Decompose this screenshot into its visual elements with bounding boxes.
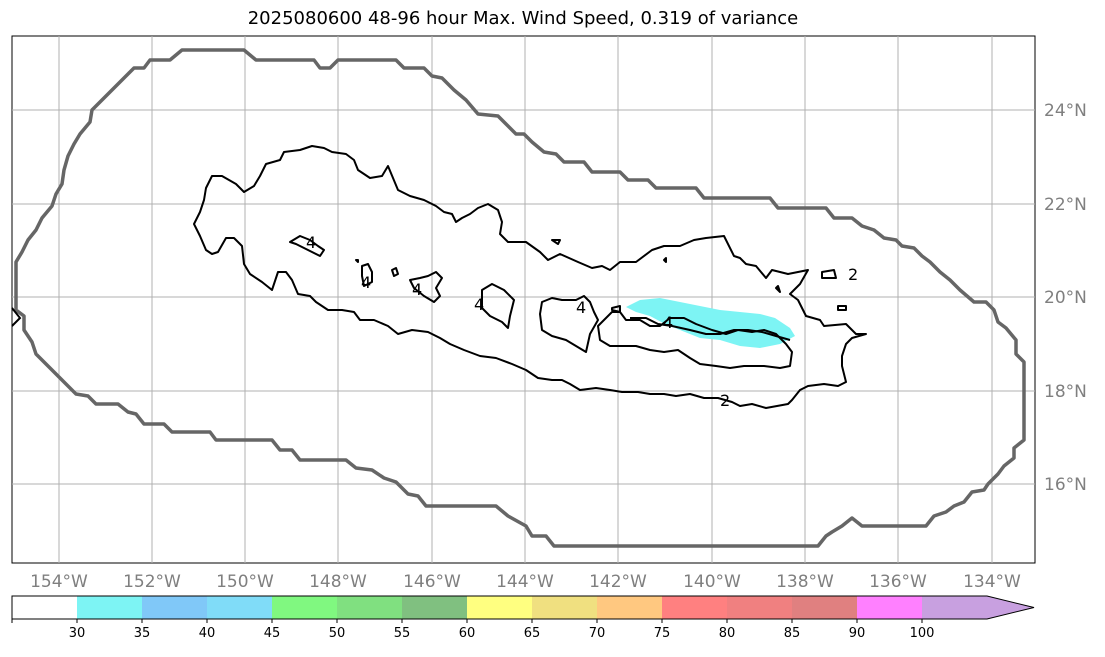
lon-tick-labels: 154°W 152°W 150°W 148°W 146°W 144°W 142°…	[30, 572, 1021, 592]
contour-2-main	[193, 145, 867, 409]
lon-tick-label: 152°W	[123, 572, 181, 592]
colorbar-segment	[272, 596, 337, 619]
domain-outline	[14, 48, 1026, 548]
contour-label: 4	[412, 280, 422, 299]
contour-4-blobs	[289, 235, 847, 353]
colorbar-tick-label: 40	[199, 626, 216, 641]
colorbar-segment	[597, 596, 662, 619]
lon-tick-label: 144°W	[496, 572, 554, 592]
colorbar-tick-label: 30	[69, 626, 86, 641]
colorbar-tick-label: 75	[654, 626, 671, 641]
colorbar-segment	[337, 596, 402, 619]
colorbar-segment	[792, 596, 857, 619]
colorbar-tick-label: 45	[264, 626, 281, 641]
colorbar-extend-arrow	[922, 596, 1034, 619]
lat-tick-label: 24°N	[1044, 101, 1087, 121]
wind-shading-30-35	[626, 298, 795, 348]
colorbar-segment	[142, 596, 207, 619]
contour-edge-left	[11, 307, 22, 327]
contour-labels: 4 4 4 4 4 4 2 2	[306, 233, 858, 410]
gridlines	[12, 36, 1035, 563]
colorbar-segment	[467, 596, 532, 619]
colorbar-segment	[857, 596, 922, 619]
colorbar-tick-label: 65	[524, 626, 541, 641]
colorbar-segment	[77, 596, 142, 619]
lon-tick-label: 150°W	[216, 572, 274, 592]
colorbar-segment	[662, 596, 727, 619]
lon-tick-label: 138°W	[776, 572, 834, 592]
colorbar-labels: 30 35 40 45 50 55 60 65 70 75 80 85 90 100	[11, 619, 935, 641]
map-frame	[11, 35, 1036, 564]
colorbar-segment	[12, 596, 77, 619]
lat-tick-label: 16°N	[1044, 475, 1087, 495]
lat-tick-label: 22°N	[1044, 195, 1087, 215]
lat-tick-label: 20°N	[1044, 288, 1087, 308]
colorbar-segment	[727, 596, 792, 619]
colorbar-tick-label: 90	[849, 626, 866, 641]
lon-tick-label: 136°W	[869, 572, 927, 592]
colorbar-tick-label: 80	[719, 626, 736, 641]
chart-title: 2025080600 48-96 hour Max. Wind Speed, 0…	[247, 8, 799, 29]
colorbar-tick-label: 55	[394, 626, 411, 641]
contour-label: 4	[361, 273, 371, 292]
contour-label: 4	[306, 233, 316, 252]
colorbar-tick-label: 85	[784, 626, 801, 641]
contour-label: 4	[663, 313, 673, 332]
lon-tick-label: 140°W	[683, 572, 741, 592]
contour-label: 2	[848, 265, 858, 284]
contour-4-core	[630, 317, 791, 341]
contour-label: 2	[720, 391, 730, 410]
colorbar-tick-label: 35	[134, 626, 151, 641]
colorbar-outline	[11, 595, 1035, 620]
colorbar-tick-label: 50	[329, 626, 346, 641]
colorbar-tick-label: 100	[910, 626, 935, 641]
colorbar	[11, 595, 1035, 620]
lon-tick-label: 148°W	[309, 572, 367, 592]
lon-tick-label: 134°W	[963, 572, 1021, 592]
lat-tick-labels: 24°N 22°N 20°N 18°N 16°N	[1044, 101, 1087, 495]
colorbar-segment	[402, 596, 467, 619]
lat-tick-label: 18°N	[1044, 382, 1087, 402]
contour-label: 4	[474, 295, 484, 314]
colorbar-tick-label: 60	[459, 626, 476, 641]
contour-label: 4	[576, 298, 586, 317]
colorbar-segment	[207, 596, 272, 619]
colorbar-tick-label: 70	[589, 626, 606, 641]
lon-tick-label: 154°W	[30, 572, 88, 592]
contour-2-inner	[597, 311, 793, 369]
lon-tick-label: 142°W	[589, 572, 647, 592]
colorbar-segment	[532, 596, 597, 619]
lon-tick-label: 146°W	[403, 572, 461, 592]
